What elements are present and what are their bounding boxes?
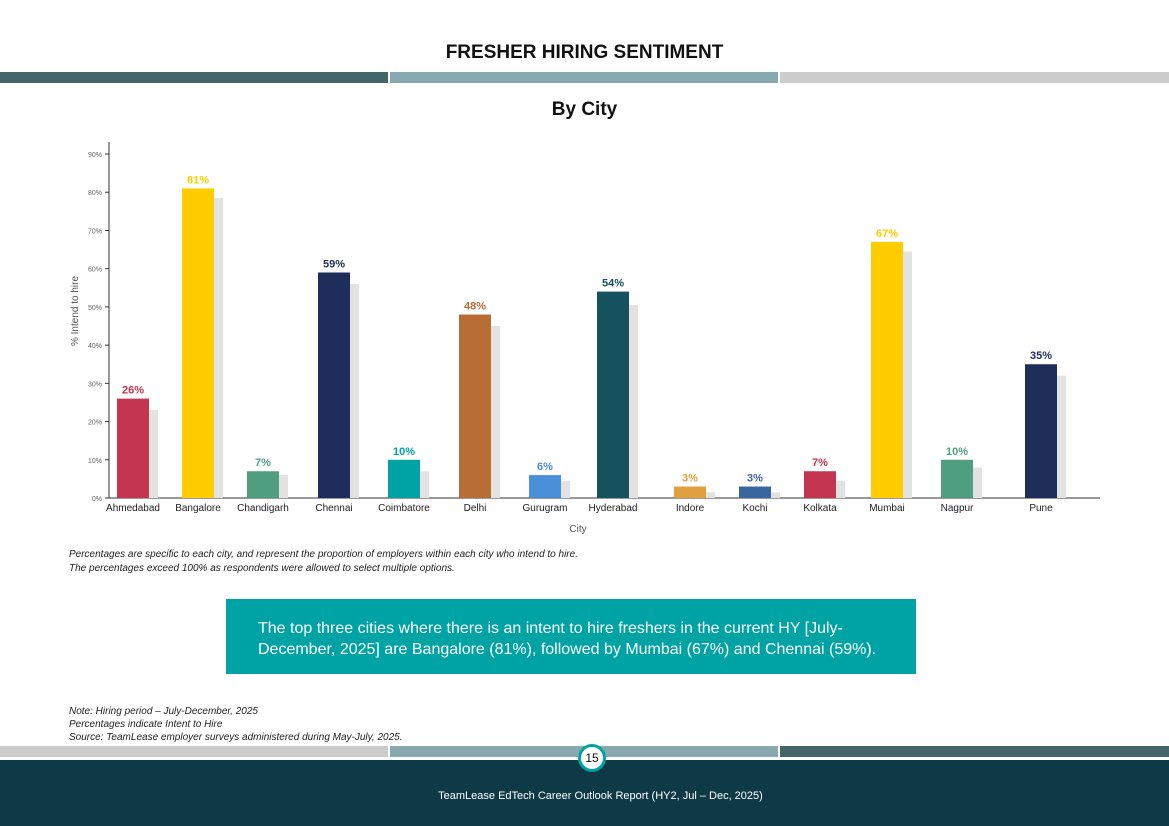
x-axis-label: City <box>569 524 586 535</box>
shadow-bar <box>629 304 638 498</box>
bar-delhi <box>459 314 491 498</box>
footnote-2: Percentages indicate Intent to Hire <box>69 719 223 730</box>
data-label: 10% <box>393 446 415 458</box>
x-tick-label: Hyderabad <box>589 503 638 514</box>
x-tick-label: Kolkata <box>803 503 837 514</box>
chart-note-1: Percentages are specific to each city, a… <box>69 549 578 560</box>
bar-bangalore <box>182 188 214 498</box>
bar-indore <box>674 486 706 498</box>
header-band-light <box>780 72 1169 83</box>
header-band-dark <box>0 72 388 83</box>
bar-chart: % Intend to hire City 0% 10% 20% 30% 40% 50% 6… <box>70 142 1100 535</box>
data-label: 3% <box>747 473 763 485</box>
y-tick-label: 0% <box>92 496 102 503</box>
shadow-bar <box>420 471 429 498</box>
x-tick-label: Indore <box>676 503 705 514</box>
bar-chandigarh <box>247 471 279 498</box>
data-label: 10% <box>946 446 968 458</box>
footnote-3: Source: TeamLease employer surveys admin… <box>69 732 403 743</box>
shadow-bar <box>350 283 359 498</box>
bar-mumbai <box>871 241 903 498</box>
shadow-bar <box>973 467 982 498</box>
y-tick-label: 70% <box>88 228 102 235</box>
y-axis-label: % Intend to hire <box>70 276 81 346</box>
data-label: 67% <box>876 228 898 240</box>
x-tick-label: Bangalore <box>175 503 221 514</box>
x-tick-label: Pune <box>1029 503 1053 514</box>
shadow-bar <box>771 492 780 498</box>
key-insight-callout: The top three cities where there is an i… <box>226 599 916 674</box>
bar-kochi <box>739 486 771 498</box>
data-label: 59% <box>323 258 345 270</box>
x-tick-label: Ahmedabad <box>106 503 160 514</box>
shadow-bar <box>149 410 158 498</box>
data-label: 35% <box>1030 350 1052 362</box>
shadow-bar <box>214 197 223 498</box>
x-tick-label: Gurugram <box>522 503 567 514</box>
data-label: 26% <box>122 385 144 397</box>
y-tick-label: 90% <box>88 152 102 159</box>
footnote-1: Note: Hiring period – July-December, 202… <box>69 706 258 717</box>
footer-text: TeamLease EdTech Career Outlook Report (… <box>438 790 763 802</box>
bar-gurugram <box>529 475 561 498</box>
data-label: 6% <box>537 461 553 473</box>
y-tick-label: 10% <box>88 458 102 465</box>
shadow-bar <box>491 326 500 498</box>
y-tick-label: 80% <box>88 190 102 197</box>
x-tick-label: Nagpur <box>941 503 974 514</box>
page-number: 15 <box>578 744 606 772</box>
y-tick-label: 30% <box>88 381 102 388</box>
data-label: 81% <box>187 174 209 186</box>
bar-ahmedabad <box>117 398 149 498</box>
bar-pune <box>1025 364 1057 498</box>
data-label: 3% <box>682 473 698 485</box>
y-tick-label: 40% <box>88 343 102 350</box>
shadow-bar <box>1057 375 1066 498</box>
data-label: 54% <box>602 278 624 290</box>
y-tick-label: 60% <box>88 267 102 274</box>
y-tick-label: 20% <box>88 420 102 427</box>
page-title: FRESHER HIRING SENTIMENT <box>445 42 724 63</box>
header-background <box>0 0 1169 72</box>
footer-band-light <box>0 746 388 757</box>
x-tick-label: Delhi <box>464 503 487 514</box>
bar-kolkata <box>804 471 836 498</box>
bar-chennai <box>318 272 350 498</box>
data-label: 7% <box>255 457 271 469</box>
shadow-bar <box>836 480 845 498</box>
chart-note-2: The percentages exceed 100% as responden… <box>69 563 455 574</box>
y-tick-label: 50% <box>88 305 102 312</box>
data-label: 48% <box>464 301 486 313</box>
bar-hyderabad <box>597 291 629 498</box>
x-tick-label: Kochi <box>742 503 767 514</box>
chart-title: By City <box>551 99 618 120</box>
bar-coimbatore <box>388 459 420 498</box>
x-tick-label: Coimbatore <box>378 503 430 514</box>
shadow-bar <box>903 251 912 498</box>
shadow-bar <box>706 492 715 498</box>
x-tick-label: Chandigarh <box>237 503 289 514</box>
footer <box>0 760 1169 826</box>
x-tick-label: Chennai <box>315 503 352 514</box>
bar-nagpur <box>941 459 973 498</box>
data-label: 7% <box>812 457 828 469</box>
shadow-bar <box>279 475 288 498</box>
footer-band-dark <box>780 746 1169 757</box>
shadow-bar <box>561 480 570 498</box>
x-tick-label: Mumbai <box>869 503 905 514</box>
header-band-mid <box>390 72 778 83</box>
